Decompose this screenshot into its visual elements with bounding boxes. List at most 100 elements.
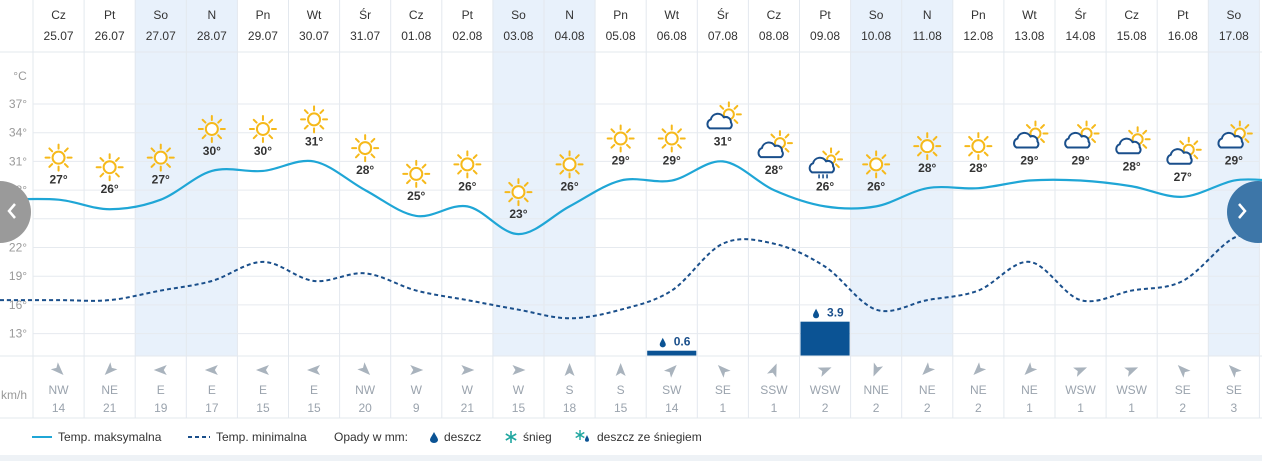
wind-arrow-icon	[1228, 365, 1242, 378]
wind-arrow-icon	[663, 365, 677, 378]
wind-direction: SSW	[760, 383, 788, 397]
day-name: N	[565, 8, 574, 22]
sun-icon	[402, 159, 431, 188]
wind-speed: 18	[563, 401, 577, 415]
sleet-icon	[575, 430, 589, 442]
day-date: 25.07	[44, 29, 74, 43]
wind-unit: km/h	[1, 388, 27, 402]
max-temp-label: 26°	[560, 179, 578, 193]
legend: Temp. maksymalna Temp. minimalna Opady w…	[0, 424, 1262, 450]
wind-arrow-icon	[307, 365, 321, 375]
y-tick-label: 37°	[9, 97, 27, 111]
sun-icon	[555, 150, 584, 179]
wind-arrow-icon	[564, 363, 575, 376]
day-name: Pn	[971, 8, 986, 22]
max-temp-label: 28°	[356, 163, 374, 177]
day-date: 03.08	[503, 29, 533, 43]
wind-direction: SE	[1226, 383, 1242, 397]
wind-direction: WSW	[1116, 383, 1147, 397]
wind-speed: 17	[205, 401, 219, 415]
legend-min-label: Temp. minimalna	[216, 430, 307, 444]
dashed-line-icon	[188, 436, 210, 438]
wind-direction: NE	[1021, 383, 1038, 397]
legend-sleet-label: deszcz ze śniegiem	[597, 430, 702, 444]
day-name: Pt	[462, 8, 474, 22]
day-date: 27.07	[146, 29, 176, 43]
wind-arrow-icon	[461, 365, 475, 375]
solid-line-icon	[32, 436, 52, 438]
day-name: Cz	[1124, 8, 1139, 22]
wind-arrow-icon	[615, 363, 626, 376]
y-axis-unit: °C	[13, 69, 27, 83]
day-name: Śr	[1075, 7, 1087, 22]
wind-speed: 21	[461, 401, 475, 415]
wind-speed: 1	[1077, 401, 1084, 415]
wind-arrow-icon	[104, 362, 118, 375]
wind-speed: 15	[307, 401, 321, 415]
sun-icon	[606, 124, 635, 153]
day-date: 28.07	[197, 29, 227, 43]
day-date: 09.08	[810, 29, 840, 43]
sun-icon	[197, 114, 226, 143]
wind-arrow-icon	[357, 362, 371, 375]
chevron-right-icon	[1238, 203, 1247, 219]
wind-speed: 15	[512, 401, 526, 415]
wind-direction: S	[617, 383, 625, 397]
sun-icon	[657, 124, 686, 153]
precip-value: 3.9	[827, 306, 844, 320]
max-temp-label: 23°	[509, 207, 527, 221]
wind-arrow-icon	[767, 363, 777, 378]
weekend-column	[186, 0, 238, 356]
max-temp-label: 29°	[663, 154, 681, 168]
day-date: 13.08	[1014, 29, 1044, 43]
wind-speed: 3	[1231, 401, 1238, 415]
sun-icon	[351, 134, 380, 163]
weekend-column	[901, 0, 953, 356]
day-date: 30.07	[299, 29, 329, 43]
legend-snow: śnieg	[505, 430, 552, 444]
wind-direction: WSW	[810, 383, 841, 397]
sun-icon	[913, 132, 942, 161]
y-tick-label: 31°	[9, 154, 27, 168]
day-name: Pn	[256, 8, 271, 22]
sun-icon	[146, 143, 175, 172]
raindrop-icon	[430, 431, 438, 443]
wind-arrow-icon	[410, 365, 424, 375]
max-temp-label: 31°	[714, 134, 732, 148]
day-name: So	[1227, 8, 1242, 22]
day-name: Śr	[717, 7, 729, 22]
max-temp-label: 29°	[1071, 154, 1089, 168]
wind-direction: NNE	[863, 383, 888, 397]
wind-speed: 2	[822, 401, 829, 415]
max-temp-label: 29°	[612, 154, 630, 168]
sun-icon	[95, 153, 124, 182]
day-name: Pn	[613, 8, 628, 22]
max-temp-label: 29°	[1020, 154, 1038, 168]
legend-precip-title: Opady w mm:	[334, 430, 408, 444]
precip-bar	[800, 321, 850, 356]
raindrop-icon	[813, 308, 820, 319]
day-name: Wt	[1022, 8, 1037, 22]
wind-arrow-icon	[50, 362, 64, 375]
wind-direction: E	[208, 383, 216, 397]
wind-speed: 1	[1026, 401, 1033, 415]
legend-rain-label: deszcz	[444, 430, 482, 444]
legend-rain: deszcz	[430, 430, 481, 444]
wind-direction: NW	[355, 383, 376, 397]
day-date: 12.08	[963, 29, 993, 43]
day-date: 02.08	[452, 29, 482, 43]
day-date: 16.08	[1168, 29, 1198, 43]
wind-direction: E	[259, 383, 267, 397]
day-date: 31.07	[350, 29, 380, 43]
legend-min-temp: Temp. minimalna	[188, 430, 307, 444]
day-date: 08.08	[759, 29, 789, 43]
precip-value: 0.6	[674, 335, 691, 349]
wind-speed: 15	[614, 401, 628, 415]
wind-speed: 2	[873, 401, 880, 415]
max-temp-label: 30°	[203, 144, 221, 158]
cloud-sun-icon	[1013, 120, 1049, 149]
chevron-left-icon	[7, 203, 16, 219]
day-name: Pt	[1177, 8, 1189, 22]
legend-sleet: deszcz ze śniegiem	[575, 430, 702, 444]
day-date: 29.07	[248, 29, 278, 43]
